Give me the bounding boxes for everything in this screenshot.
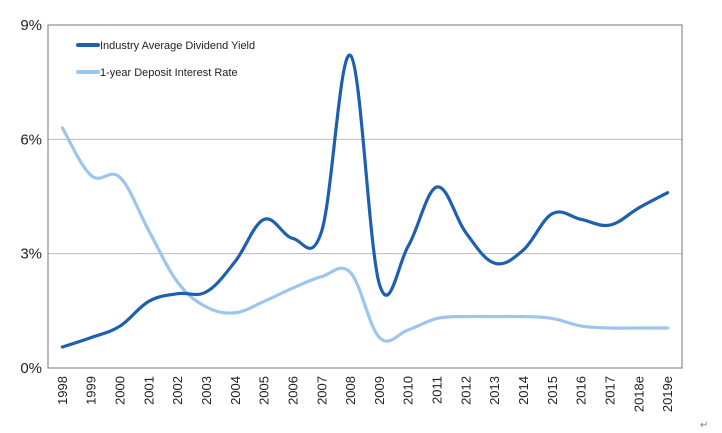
x-tick-label: 2019e	[660, 376, 675, 412]
legend-label: Industry Average Dividend Yield	[100, 40, 255, 52]
series-line-industry-average-dividend-yield	[60, 53, 670, 349]
x-tick-label: 2013	[487, 376, 502, 405]
y-tick-label: 6%	[20, 131, 42, 148]
x-tick-label: 2017	[602, 376, 617, 405]
x-tick-label: 2002	[170, 376, 185, 405]
x-tick-label: 2012	[458, 376, 473, 405]
x-tick-label: 2007	[314, 376, 329, 405]
x-tick-label: 2001	[141, 376, 156, 405]
series-line-1-year-deposit-interest-rate	[60, 126, 670, 343]
x-tick-label: 2014	[516, 376, 531, 405]
series-lines	[60, 53, 670, 349]
x-tick-label: 2011	[430, 376, 445, 404]
x-tick-label: 2016	[574, 376, 589, 405]
plot-area-frame	[47, 24, 683, 369]
x-tick-label: 2010	[401, 376, 416, 405]
grid-lines	[48, 138, 682, 255]
legend-label: 1-year Deposit Interest Rate	[100, 67, 238, 79]
x-tick-label: 2004	[228, 376, 243, 405]
y-tick-label: 9%	[20, 17, 42, 34]
x-axis-tick-labels: 1998 1999 2000 2001 2002 2003 2004 2005 2006 2007…	[55, 376, 675, 412]
x-tick-label: 2008	[343, 376, 358, 405]
x-tick-label: 1999	[84, 376, 99, 405]
x-tick-label: 2000	[113, 376, 128, 405]
x-tick-label: 2018e	[631, 376, 646, 412]
y-axis-tick-labels: 0% 3% 6% 9%	[20, 17, 42, 377]
x-tick-label: 1998	[55, 376, 70, 405]
x-tick-label: 2003	[199, 376, 214, 405]
legend: Industry Average Dividend Yield 1-year De…	[76, 40, 255, 79]
x-tick-label: 2015	[545, 376, 560, 405]
return-mark: ↵	[700, 420, 708, 431]
x-tick-label: 2009	[372, 376, 387, 405]
x-tick-label: 2005	[257, 376, 272, 405]
x-tick-label: 2006	[285, 376, 300, 405]
y-tick-label: 3%	[20, 246, 42, 263]
y-tick-label: 0%	[20, 360, 42, 377]
